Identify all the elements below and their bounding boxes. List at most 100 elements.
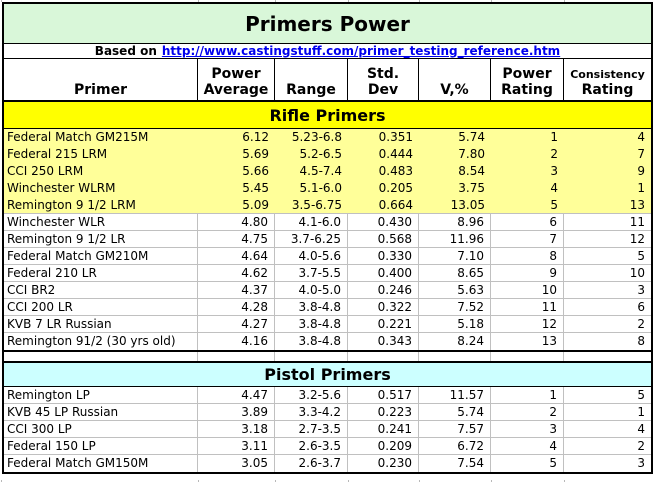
power-average-cell[interactable]: 4.27 — [198, 316, 275, 333]
consistency-rating-cell[interactable]: 9 — [637, 164, 645, 178]
v-pct-cell[interactable]: 5.63 — [419, 282, 491, 299]
column-header-primer[interactable]: Primer — [4, 59, 198, 100]
primer-name-cell[interactable]: Winchester WLR — [4, 214, 198, 231]
column-header-range[interactable]: Range — [275, 59, 348, 100]
std-dev-cell[interactable]: 0.351 — [378, 130, 413, 144]
power-rating-cell[interactable]: 5 — [491, 197, 564, 214]
power-rating-cell[interactable]: 12 — [491, 316, 564, 333]
power-average-cell[interactable]: 4.37 — [198, 282, 275, 299]
v-pct-cell[interactable]: 5.74 — [419, 404, 491, 421]
power-rating-cell[interactable]: 1 — [550, 130, 558, 144]
range-cell[interactable]: 4.5-7.4 — [299, 164, 343, 178]
std-dev-cell[interactable]: 0.223 — [348, 404, 419, 421]
consistency-rating-cell[interactable]: 8 — [637, 334, 645, 348]
std-dev-cell[interactable]: 0.664 — [348, 197, 419, 214]
empty-cell[interactable] — [275, 352, 348, 361]
range-cell[interactable]: 2.6-3.7 — [275, 455, 348, 472]
power-average-cell[interactable]: 5.66 — [242, 164, 269, 178]
column-header-std-dev[interactable]: Std. Dev — [348, 59, 419, 100]
range-cell[interactable]: 3.2-5.6 — [275, 387, 348, 404]
power-rating-cell[interactable]: 3 — [491, 421, 564, 438]
primer-name-cell[interactable]: CCI BR2 — [4, 282, 198, 299]
v-pct-cell[interactable]: 7.54 — [419, 455, 491, 472]
power-average-cell[interactable]: 4.75 — [198, 231, 275, 248]
consistency-rating-cell[interactable]: 2 — [564, 438, 651, 455]
v-pct-cell[interactable]: 8.24 — [419, 333, 491, 350]
std-dev-cell[interactable]: 0.221 — [348, 316, 419, 333]
consistency-rating-cell[interactable]: 4 — [637, 130, 645, 144]
power-average-cell[interactable]: 4.80 — [198, 214, 275, 231]
range-cell[interactable]: 5.2-6.5 — [299, 147, 343, 161]
primer-name-cell[interactable]: Winchester WLRM — [7, 181, 116, 195]
consistency-rating-cell[interactable]: 2 — [564, 316, 651, 333]
power-rating-cell[interactable]: 2 — [550, 147, 558, 161]
power-average-cell[interactable]: 5.45 — [242, 181, 269, 195]
power-rating-cell[interactable]: 5 — [491, 455, 564, 472]
v-pct-cell[interactable]: 7.52 — [419, 299, 491, 316]
range-cell[interactable]: 3.7-5.5 — [275, 265, 348, 282]
std-dev-cell[interactable]: 0.205 — [378, 181, 413, 195]
empty-cell[interactable] — [198, 352, 275, 361]
power-rating-cell[interactable]: 9 — [491, 265, 564, 282]
primer-name-cell[interactable]: Remington 91/2 (30 yrs old) — [4, 333, 198, 350]
primer-name-cell[interactable]: Federal Match GM215M — [7, 130, 149, 144]
primer-name-cell[interactable]: KVB 7 LR Russian — [4, 316, 198, 333]
range-cell[interactable]: 4.0-5.0 — [275, 282, 348, 299]
primer-name-cell[interactable]: Federal 150 LP — [4, 438, 198, 455]
column-header-consistency-rating[interactable]: Consistency Rating — [564, 59, 651, 100]
power-average-cell[interactable]: 3.11 — [198, 438, 275, 455]
power-average-cell[interactable]: 3.05 — [198, 455, 275, 472]
range-cell[interactable]: 3.8-4.8 — [275, 333, 348, 350]
consistency-rating-cell[interactable]: 5 — [564, 387, 651, 404]
power-rating-cell[interactable]: 2 — [491, 404, 564, 421]
primer-name-cell[interactable]: Federal Match GM210M — [4, 248, 198, 265]
range-cell[interactable]: 5.1-6.0 — [299, 181, 343, 195]
power-average-cell[interactable]: 5.69 — [242, 147, 269, 161]
v-pct-cell[interactable]: 8.96 — [419, 214, 491, 231]
power-rating-cell[interactable]: 3 — [550, 164, 558, 178]
consistency-rating-cell[interactable]: 5 — [564, 248, 651, 265]
v-pct-cell[interactable]: 6.72 — [419, 438, 491, 455]
power-average-cell[interactable]: 3.89 — [198, 404, 275, 421]
range-cell[interactable]: 3.3-4.2 — [275, 404, 348, 421]
range-cell[interactable]: 2.6-3.5 — [275, 438, 348, 455]
page-title[interactable]: Primers Power — [4, 4, 651, 44]
consistency-rating-cell[interactable]: 11 — [564, 214, 651, 231]
std-dev-cell[interactable]: 0.343 — [348, 333, 419, 350]
power-average-cell[interactable]: 6.12 — [242, 130, 269, 144]
std-dev-cell[interactable]: 0.517 — [348, 387, 419, 404]
range-cell[interactable]: 5.23-6.8 — [291, 130, 342, 144]
consistency-rating-cell[interactable]: 4 — [564, 421, 651, 438]
std-dev-cell[interactable]: 0.330 — [348, 248, 419, 265]
consistency-rating-cell[interactable]: 3 — [564, 282, 651, 299]
power-average-cell[interactable]: 4.28 — [198, 299, 275, 316]
power-average-cell[interactable]: 3.18 — [198, 421, 275, 438]
power-average-cell[interactable]: 4.62 — [198, 265, 275, 282]
primer-name-cell[interactable]: Remington 9 1/2 LR — [4, 231, 198, 248]
std-dev-cell[interactable]: 0.483 — [378, 164, 413, 178]
consistency-rating-cell[interactable]: 13 — [564, 197, 651, 214]
power-rating-cell[interactable]: 4 — [491, 438, 564, 455]
power-rating-cell[interactable]: 4 — [550, 181, 558, 195]
v-pct-cell[interactable]: 7.57 — [419, 421, 491, 438]
range-cell[interactable]: 2.7-3.5 — [275, 421, 348, 438]
consistency-rating-cell[interactable]: 10 — [564, 265, 651, 282]
v-pct-cell[interactable]: 11.57 — [419, 387, 491, 404]
std-dev-cell[interactable]: 0.430 — [348, 214, 419, 231]
power-rating-cell[interactable]: 8 — [491, 248, 564, 265]
power-rating-cell[interactable]: 6 — [491, 214, 564, 231]
v-pct-cell[interactable]: 11.96 — [419, 231, 491, 248]
std-dev-cell[interactable]: 0.241 — [348, 421, 419, 438]
empty-cell[interactable] — [4, 352, 198, 361]
primer-name-cell[interactable]: Remington LP — [4, 387, 198, 404]
power-average-cell[interactable]: 5.09 — [198, 197, 275, 214]
consistency-rating-cell[interactable]: 7 — [637, 147, 645, 161]
std-dev-cell[interactable]: 0.568 — [348, 231, 419, 248]
primer-name-cell[interactable]: CCI 300 LP — [4, 421, 198, 438]
empty-cell[interactable] — [491, 352, 564, 361]
v-pct-cell[interactable]: 5.74 — [458, 130, 485, 144]
primer-name-cell[interactable]: CCI 250 LRM — [7, 164, 84, 178]
std-dev-cell[interactable]: 0.230 — [348, 455, 419, 472]
v-pct-cell[interactable]: 3.75 — [458, 181, 485, 195]
power-average-cell[interactable]: 4.64 — [198, 248, 275, 265]
